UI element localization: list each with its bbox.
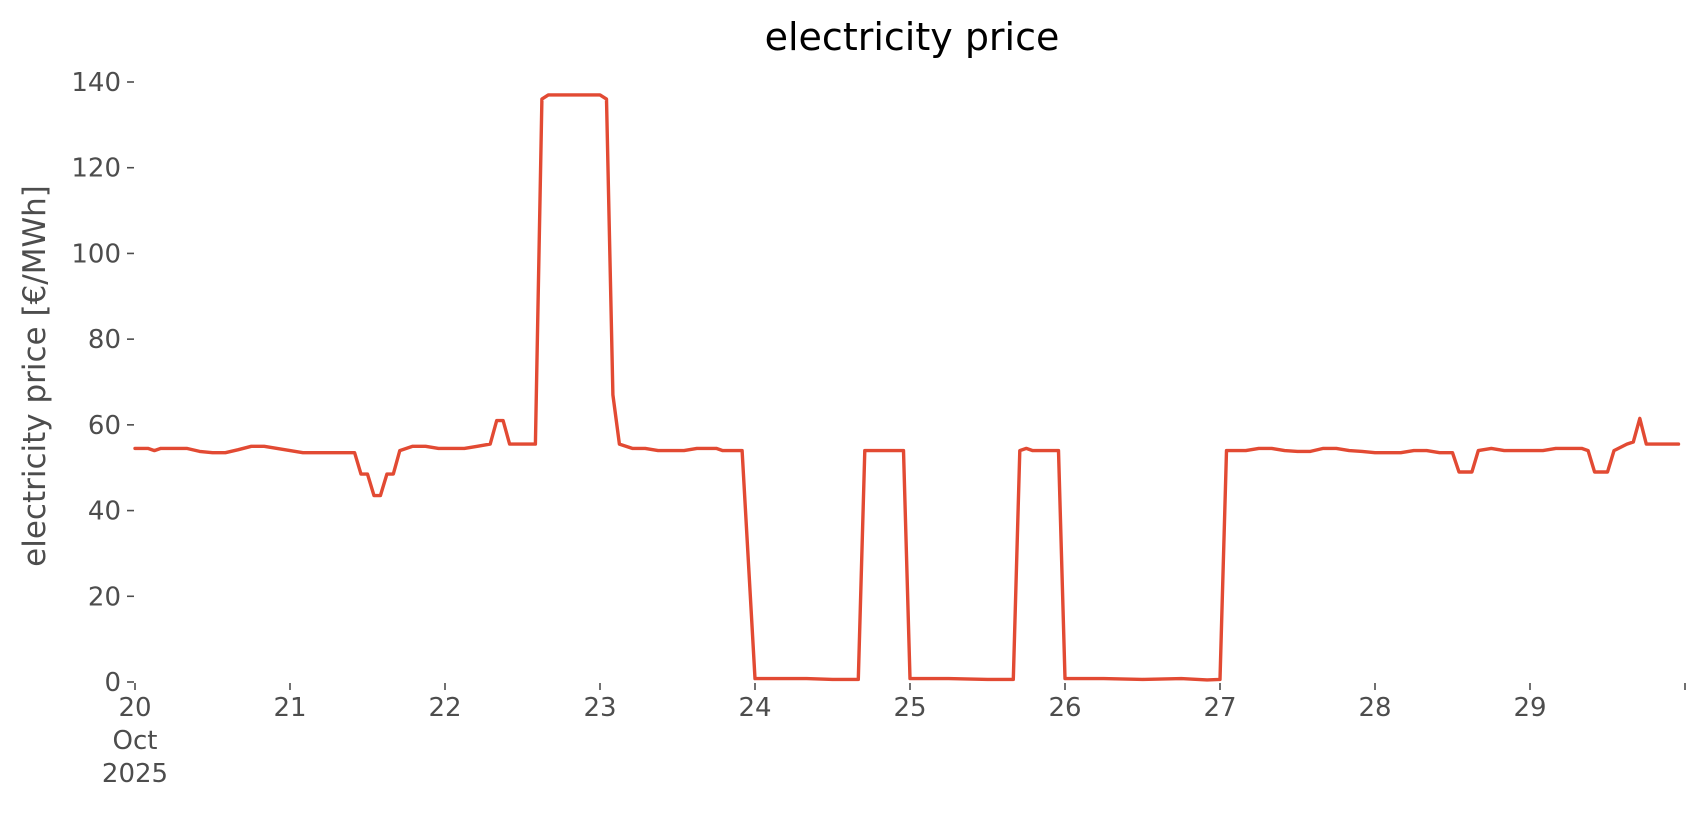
price-series-line	[133, 93, 1681, 682]
y-tick-label: 20	[88, 582, 121, 612]
y-tick-label: 40	[88, 497, 121, 527]
x-tick-label: 28	[1358, 693, 1391, 723]
x-tick-label: 27	[1203, 693, 1236, 723]
x-tick-label: Oct	[113, 726, 158, 756]
y-tick-label: 120	[71, 154, 121, 184]
chart-title: electricity price	[765, 15, 1060, 59]
x-tick-label: 24	[738, 693, 771, 723]
plot-area	[133, 93, 1681, 682]
x-tick-label: 2025	[102, 759, 168, 789]
x-tick-label: 25	[893, 693, 926, 723]
x-tick-label: 29	[1513, 693, 1546, 723]
x-tick-label: 21	[273, 693, 306, 723]
y-axis-ticks: 0 20 40 60 80 100 120 140	[71, 68, 134, 698]
y-tick-label: 100	[71, 239, 121, 269]
x-tick-label: 26	[1048, 693, 1081, 723]
y-tick-label: 0	[104, 668, 121, 698]
x-tick-label: 20	[118, 693, 151, 723]
y-axis-label: electricity price [€/MWh]	[17, 185, 53, 567]
y-tick-label: 60	[88, 411, 121, 441]
y-tick-label: 140	[71, 68, 121, 98]
x-tick-label: 23	[583, 693, 616, 723]
y-tick-label: 80	[88, 325, 121, 355]
x-tick-label: 22	[428, 693, 461, 723]
